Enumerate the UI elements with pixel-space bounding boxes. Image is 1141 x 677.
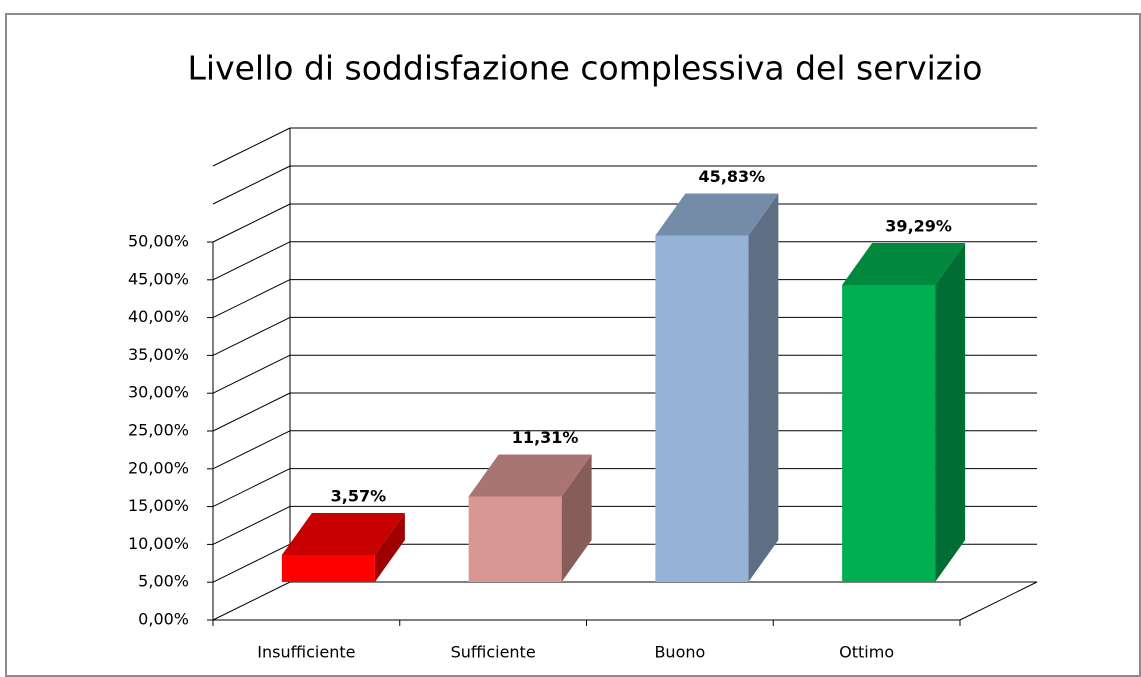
- data-label: 45,83%: [699, 167, 766, 186]
- y-tick-label: 10,00%: [128, 534, 189, 553]
- wall-line: [212, 165, 291, 205]
- data-label: 3,57%: [331, 487, 387, 506]
- bar-top: [655, 193, 779, 236]
- x-tick-label: Sufficiente: [451, 643, 536, 662]
- data-label: 39,29%: [885, 216, 952, 235]
- bar-side: [561, 454, 592, 582]
- bar-side: [748, 193, 779, 582]
- grid-line: [212, 392, 291, 432]
- grid-line: [212, 316, 291, 356]
- bar: [655, 235, 749, 582]
- grid-line: [212, 468, 291, 508]
- wall-line: [212, 127, 291, 167]
- bar: [842, 284, 936, 582]
- y-tick-label: 25,00%: [128, 421, 189, 440]
- x-tick-label: Insufficiente: [257, 643, 355, 662]
- bar: [468, 496, 562, 582]
- x-tick-label: Buono: [654, 643, 705, 662]
- bar-top: [281, 513, 405, 556]
- y-tick-label: 30,00%: [128, 383, 189, 402]
- grid-line: [212, 354, 291, 394]
- y-tick-label: 45,00%: [128, 269, 189, 288]
- data-label: 11,31%: [512, 428, 579, 447]
- grid-line: [212, 505, 291, 545]
- y-tick-label: 20,00%: [128, 458, 189, 477]
- bar-top: [842, 242, 966, 285]
- bar-top: [468, 454, 592, 497]
- x-tick-label: Ottimo: [839, 643, 894, 662]
- bar-side: [374, 513, 405, 582]
- grid-line: [212, 543, 291, 583]
- floor-line: [959, 581, 1038, 621]
- y-tick-label: 35,00%: [128, 345, 189, 364]
- y-tick-label: 15,00%: [128, 496, 189, 515]
- bar: [281, 555, 375, 582]
- grid-line: [212, 203, 291, 243]
- grid-line: [212, 430, 291, 470]
- grid-line: [212, 241, 291, 281]
- y-tick-label: 40,00%: [128, 307, 189, 326]
- y-tick-label: 5,00%: [138, 572, 189, 591]
- y-tick-label: 0,00%: [138, 610, 189, 629]
- grid-line: [212, 581, 291, 621]
- y-tick-label: 50,00%: [128, 232, 189, 251]
- bar-side: [935, 242, 966, 583]
- grid-line: [212, 279, 291, 319]
- chart-title: Livello di soddisfazione complessiva del…: [188, 49, 983, 88]
